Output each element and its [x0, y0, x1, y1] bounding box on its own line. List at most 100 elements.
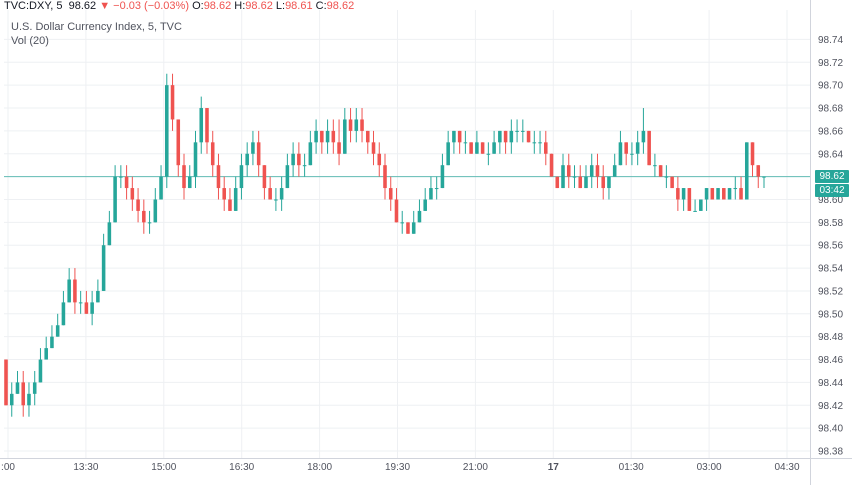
candle-body[interactable]	[285, 165, 290, 189]
series-legend[interactable]: U.S. Dollar Currency Index, 5, TVC	[11, 21, 182, 33]
candle-body[interactable]	[308, 142, 313, 166]
candle-body[interactable]	[532, 142, 537, 144]
candle-body[interactable]	[699, 199, 703, 211]
candle-body[interactable]	[480, 142, 485, 154]
candle-body[interactable]	[84, 302, 89, 314]
candle-body[interactable]	[360, 119, 364, 131]
candle-body[interactable]	[475, 142, 479, 154]
candle-body[interactable]	[457, 130, 462, 143]
candle-body[interactable]	[762, 176, 766, 178]
candle-body[interactable]	[429, 188, 433, 200]
candle-body[interactable]	[279, 188, 284, 200]
candle-body[interactable]	[561, 165, 565, 189]
candle-body[interactable]	[744, 142, 749, 200]
candle-body[interactable]	[61, 302, 66, 326]
candle-body[interactable]	[302, 165, 307, 167]
candle-body[interactable]	[618, 142, 623, 166]
candle-body[interactable]	[589, 165, 594, 177]
candle-body[interactable]	[653, 165, 657, 167]
candle-body[interactable]	[733, 188, 738, 190]
candle-body[interactable]	[320, 130, 324, 143]
candle-body[interactable]	[228, 199, 232, 211]
candle-body[interactable]	[727, 188, 732, 200]
candle-body[interactable]	[630, 153, 634, 155]
volume-legend[interactable]: Vol (20)	[11, 35, 49, 47]
candle-body[interactable]	[216, 165, 221, 189]
candle-body[interactable]	[624, 142, 628, 154]
candle-body[interactable]	[400, 222, 405, 224]
candle-body[interactable]	[337, 142, 341, 154]
candle-body[interactable]	[55, 325, 60, 337]
candle-body[interactable]	[199, 108, 204, 143]
candle-body[interactable]	[515, 130, 519, 132]
candle-body[interactable]	[544, 142, 548, 154]
candle-body[interactable]	[245, 153, 249, 166]
candle-body[interactable]	[182, 165, 186, 189]
candle-body[interactable]	[670, 176, 674, 189]
candle-body[interactable]	[676, 188, 680, 200]
candle-body[interactable]	[147, 222, 152, 224]
candle-body[interactable]	[210, 142, 215, 166]
candle-body[interactable]	[38, 359, 43, 383]
candle-body[interactable]	[78, 302, 83, 304]
candle-body[interactable]	[21, 382, 26, 406]
candle-body[interactable]	[119, 176, 123, 178]
candle-body[interactable]	[165, 85, 169, 177]
candle-body[interactable]	[566, 165, 571, 177]
candle-body[interactable]	[239, 165, 244, 189]
candle-body[interactable]	[325, 130, 330, 143]
candle-body[interactable]	[446, 142, 450, 166]
candle-body[interactable]	[411, 222, 416, 234]
candle-body[interactable]	[584, 176, 588, 189]
candle-body[interactable]	[268, 188, 272, 200]
candle-body[interactable]	[440, 165, 445, 189]
candle-body[interactable]	[601, 176, 605, 189]
candle-body[interactable]	[658, 165, 663, 177]
candle-body[interactable]	[44, 348, 48, 360]
candle-body[interactable]	[365, 130, 370, 143]
candle-body[interactable]	[406, 222, 410, 234]
candle-body[interactable]	[394, 199, 399, 223]
candle-body[interactable]	[291, 153, 295, 166]
candle-body[interactable]	[423, 199, 427, 211]
candle-body[interactable]	[67, 279, 71, 303]
candle-body[interactable]	[612, 165, 617, 177]
candle-body[interactable]	[750, 142, 755, 166]
candle-body[interactable]	[15, 382, 20, 394]
candle-body[interactable]	[434, 188, 439, 190]
candle-body[interactable]	[50, 336, 54, 349]
candle-body[interactable]	[331, 130, 336, 143]
candle-body[interactable]	[4, 359, 8, 406]
candle-body[interactable]	[722, 188, 726, 200]
candle-body[interactable]	[498, 130, 502, 143]
candle-body[interactable]	[90, 302, 94, 314]
candle-body[interactable]	[130, 188, 135, 200]
candle-body[interactable]	[693, 210, 697, 212]
candle-body[interactable]	[73, 279, 77, 303]
candle-body[interactable]	[9, 393, 14, 406]
candle-body[interactable]	[492, 142, 496, 154]
candle-body[interactable]	[170, 85, 175, 120]
candle-body[interactable]	[348, 119, 353, 131]
candle-body[interactable]	[96, 290, 100, 303]
candle-body[interactable]	[538, 142, 542, 144]
candle-body[interactable]	[521, 130, 525, 132]
candle-body[interactable]	[377, 153, 382, 166]
candle-body[interactable]	[101, 245, 106, 291]
candle-body[interactable]	[716, 188, 720, 200]
candle-body[interactable]	[710, 188, 715, 200]
candle-body[interactable]	[314, 130, 318, 143]
candle-body[interactable]	[555, 176, 560, 189]
candle-body[interactable]	[595, 165, 600, 177]
candle-body[interactable]	[176, 119, 181, 166]
candle-body[interactable]	[526, 130, 531, 143]
candle-body[interactable]	[262, 165, 267, 189]
candle-body[interactable]	[687, 188, 692, 211]
candle-body[interactable]	[107, 222, 112, 246]
candle-body[interactable]	[417, 210, 422, 223]
candle-body[interactable]	[704, 188, 709, 200]
candle-body[interactable]	[354, 119, 359, 131]
candle-body[interactable]	[159, 176, 163, 200]
candle-body[interactable]	[486, 153, 491, 155]
candle-body[interactable]	[222, 188, 226, 200]
